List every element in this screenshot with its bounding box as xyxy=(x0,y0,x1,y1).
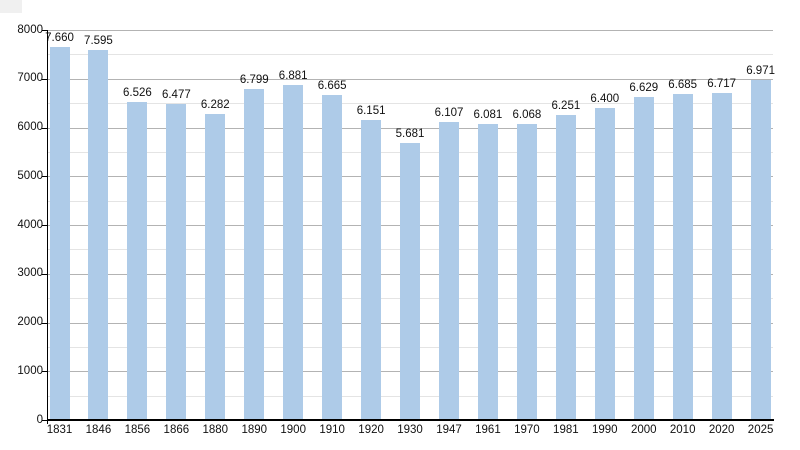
bar-value-label: 6.282 xyxy=(200,98,230,111)
x-axis-tick-label: 2020 xyxy=(708,424,735,436)
bar-value-label: 6.477 xyxy=(161,89,191,102)
bar-value-label: 5.681 xyxy=(395,128,425,141)
gridline-major xyxy=(48,78,773,80)
bar-value-label: 6.799 xyxy=(239,73,269,86)
bar-1947 xyxy=(439,122,459,420)
y-axis-tick-label: 4000 xyxy=(17,218,43,231)
plot-area: 7.660 7.595 6.526 6.477 6.282 6.799 6.881 6.665… xyxy=(45,30,775,420)
bar-1910 xyxy=(322,95,343,420)
x-axis-tick-label: 1961 xyxy=(475,424,501,436)
x-axis-tick-label: 1880 xyxy=(202,424,229,436)
x-axis-tick-label: 1890 xyxy=(241,424,268,436)
y-axis-tick-mark xyxy=(42,30,48,31)
bar-value-label: 7.595 xyxy=(84,34,113,47)
bar-1890 xyxy=(244,88,265,420)
x-axis-tick-label: 1866 xyxy=(163,424,190,436)
y-axis-tick-label: 6000 xyxy=(17,121,43,133)
bar-1970 xyxy=(516,124,537,420)
bar-value-label: 6.068 xyxy=(512,109,542,122)
bar-2025 xyxy=(750,80,771,420)
x-axis-tick-label: 1947 xyxy=(436,424,462,436)
x-axis-tick-label: 1831 xyxy=(46,424,73,436)
y-axis-line xyxy=(47,30,48,424)
y-axis-tick-mark xyxy=(42,176,48,178)
y-axis-tick-mark xyxy=(42,371,48,373)
bar-value-label: 6.717 xyxy=(707,77,737,90)
bar-2020 xyxy=(711,92,732,420)
bar-value-label: 6.251 xyxy=(551,100,581,113)
gridline-major xyxy=(48,30,773,31)
y-axis-tick-label: 2000 xyxy=(17,316,43,328)
y-axis-tick-label: 5000 xyxy=(17,169,43,182)
x-axis-tick-label: 1846 xyxy=(85,424,112,436)
gridline-minor xyxy=(48,103,773,105)
bar-1900 xyxy=(283,84,304,420)
screen-corner-artifact xyxy=(0,0,22,13)
bar-value-label: 6.881 xyxy=(278,69,308,82)
y-axis-tick-label: 0 xyxy=(36,413,43,426)
y-axis-tick-label: 3000 xyxy=(17,267,43,280)
y-axis-tick-label: 1000 xyxy=(17,364,43,377)
y-axis-tick-label: 8000 xyxy=(17,23,43,36)
bar-value-label: 6.629 xyxy=(629,81,659,94)
bar-value-label: 6.971 xyxy=(746,65,775,78)
x-axis-tick-label: 1910 xyxy=(319,424,345,436)
bar-1961 xyxy=(477,123,498,420)
bar-2000 xyxy=(633,96,654,420)
bar-value-label: 6.685 xyxy=(668,79,698,92)
bar-1990 xyxy=(594,108,615,420)
y-axis-tick-mark xyxy=(42,420,48,421)
x-axis-line xyxy=(48,419,774,421)
bar-1831 xyxy=(49,46,70,420)
x-axis-tick-label: 1981 xyxy=(553,424,579,436)
x-axis-tick-label: 2025 xyxy=(747,424,774,436)
gridline-minor xyxy=(48,54,773,56)
bar-value-label: 6.151 xyxy=(356,105,386,118)
bar-value-label: 6.400 xyxy=(590,93,620,105)
y-axis-tick-mark xyxy=(42,78,48,80)
bar-value-label: 6.665 xyxy=(317,80,347,93)
bar-1880 xyxy=(205,113,226,420)
y-axis-tick-label: 7000 xyxy=(17,72,43,85)
bar-2010 xyxy=(672,94,693,420)
x-axis-tick-label: 1900 xyxy=(280,424,306,436)
y-axis-tick-mark xyxy=(42,322,48,324)
bar-1856 xyxy=(127,101,148,420)
bar-value-label: 6.107 xyxy=(434,107,464,120)
bar-1981 xyxy=(555,115,576,420)
y-axis-tick-mark xyxy=(42,273,48,275)
bar-1920 xyxy=(361,120,382,420)
x-axis-tick-label: 2010 xyxy=(669,424,696,436)
x-axis-tick-label: 2000 xyxy=(630,424,657,436)
bar-value-label: 6.526 xyxy=(123,86,152,99)
bar-value-label: 7.660 xyxy=(45,31,74,44)
y-axis-tick-mark xyxy=(42,127,48,129)
x-axis-tick-label: 1920 xyxy=(358,424,384,436)
x-axis-tick-label: 1856 xyxy=(124,424,151,436)
x-axis-tick-label: 1990 xyxy=(592,424,618,436)
bar-1866 xyxy=(166,104,187,420)
gridline-major xyxy=(48,127,773,129)
y-axis-tick-mark xyxy=(42,225,48,226)
bar-1930 xyxy=(400,143,421,420)
x-axis-tick-label: 1970 xyxy=(514,424,540,436)
bar-1846 xyxy=(88,49,109,420)
x-axis-tick-label: 1930 xyxy=(397,424,423,436)
bar-value-label: 6.081 xyxy=(473,108,503,121)
